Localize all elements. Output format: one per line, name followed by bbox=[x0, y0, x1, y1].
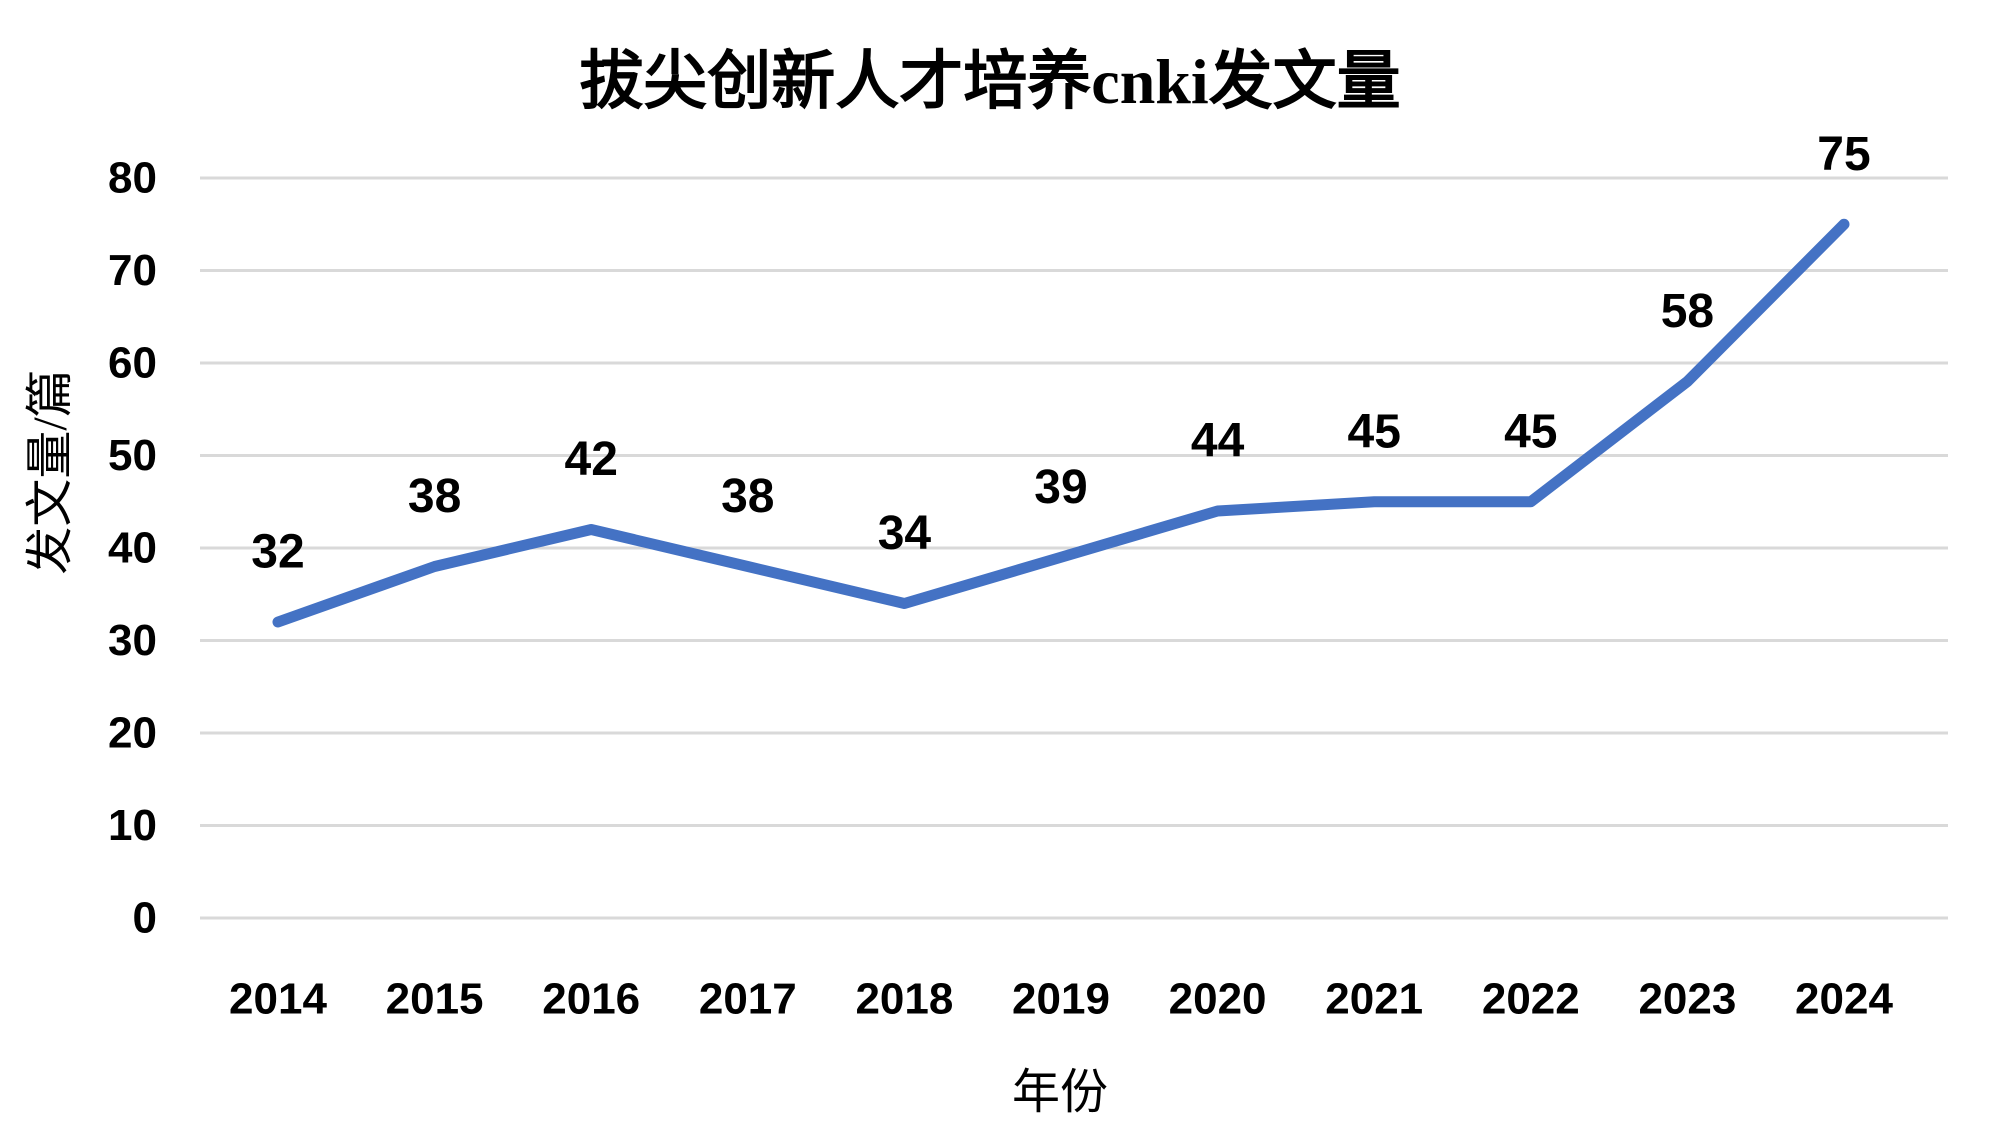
series-group bbox=[272, 218, 1850, 628]
data-label: 44 bbox=[1191, 415, 1245, 468]
x-tick-label: 2016 bbox=[542, 975, 640, 1024]
y-tick-label: 60 bbox=[108, 339, 157, 388]
data-label: 45 bbox=[1348, 405, 1401, 458]
x-tick-label: 2015 bbox=[386, 975, 484, 1024]
data-label: 58 bbox=[1661, 285, 1714, 338]
x-tick-label: 2021 bbox=[1325, 975, 1423, 1024]
data-label: 34 bbox=[878, 507, 932, 560]
data-label: 45 bbox=[1504, 405, 1557, 458]
data-label: 38 bbox=[408, 470, 461, 523]
data-label: 75 bbox=[1817, 128, 1870, 181]
data-label: 38 bbox=[721, 470, 774, 523]
x-tick-label: 2020 bbox=[1169, 975, 1267, 1024]
data-labels-group: 32 38 42 38 34 39 44 45 45 58 75 bbox=[251, 128, 1870, 579]
y-tick-label: 70 bbox=[108, 246, 157, 295]
x-tick-labels-group: 2014 2015 2016 2017 2018 2019 2020 2021 2022 2023… bbox=[229, 975, 1893, 1024]
x-tick-label: 2018 bbox=[855, 975, 953, 1024]
data-label: 39 bbox=[1034, 461, 1087, 514]
x-tick-label: 2019 bbox=[1012, 975, 1110, 1024]
chart-title: 拔尖创新人才培养cnki发文量 bbox=[579, 46, 1401, 117]
y-tick-label: 40 bbox=[108, 524, 157, 573]
data-label: 32 bbox=[251, 526, 304, 579]
data-series-line bbox=[272, 218, 1850, 628]
x-tick-label: 2014 bbox=[229, 975, 327, 1024]
y-tick-label: 10 bbox=[108, 801, 157, 850]
y-tick-labels-group: 0 10 20 30 40 50 60 70 80 bbox=[108, 154, 157, 943]
y-tick-label: 50 bbox=[108, 431, 157, 480]
x-tick-label: 2023 bbox=[1638, 975, 1736, 1024]
x-tick-label: 2017 bbox=[699, 975, 797, 1024]
y-tick-label: 20 bbox=[108, 709, 157, 758]
x-axis-title: 年份 bbox=[1011, 1066, 1109, 1119]
x-tick-label: 2022 bbox=[1482, 975, 1580, 1024]
y-tick-label: 0 bbox=[133, 894, 157, 943]
data-label: 42 bbox=[565, 433, 618, 486]
y-tick-label: 30 bbox=[108, 616, 157, 665]
x-tick-label: 2024 bbox=[1795, 975, 1893, 1024]
y-tick-label: 80 bbox=[108, 154, 157, 203]
